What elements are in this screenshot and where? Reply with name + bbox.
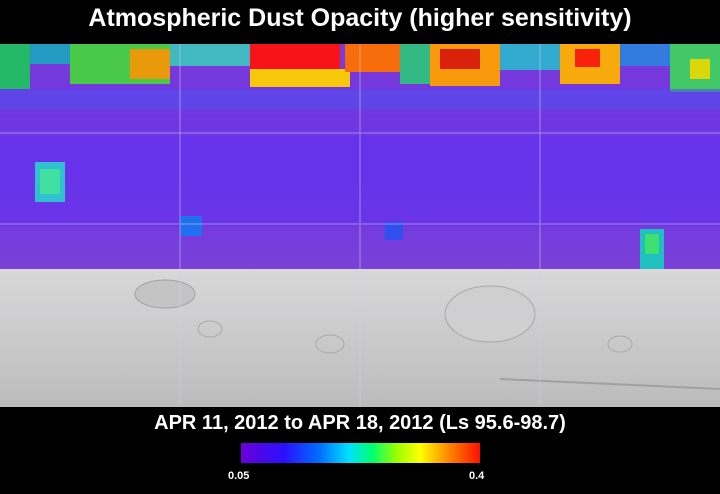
date-range: APR 11, 2012 to APR 18, 2012 (Ls 95.6-98… xyxy=(154,412,566,434)
colorbar xyxy=(241,443,480,463)
dust-opacity-map xyxy=(0,44,720,407)
high-opacity-band xyxy=(0,44,720,109)
graticule xyxy=(0,44,720,407)
colorbar-min-label: 0.05 xyxy=(228,470,250,482)
colorbar-max-label: 0.4 xyxy=(469,470,485,482)
map-title: Atmospheric Dust Opacity (higher sensiti… xyxy=(88,4,632,32)
